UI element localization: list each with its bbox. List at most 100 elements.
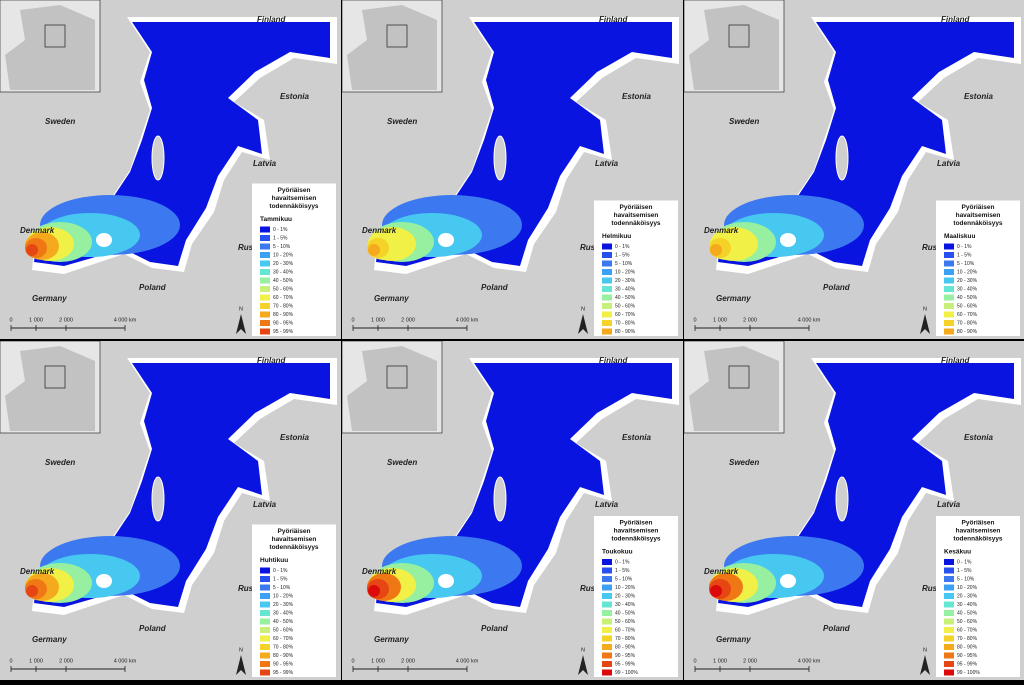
legend-title: Pyöriäisen [962, 520, 995, 527]
scale-label: 2 000 [401, 317, 415, 323]
legend-label: 40 - 50% [273, 278, 294, 284]
legend-swatch [260, 652, 270, 659]
map-panel: Finland Estonia Sweden Latvia Russia Denmark G… [0, 341, 341, 680]
legend-label: 70 - 80% [957, 320, 978, 326]
legend-label: 70 - 80% [273, 644, 294, 650]
legend-label: 60 - 70% [273, 636, 294, 642]
legend-label: 70 - 80% [957, 636, 978, 642]
legend-label: 40 - 50% [615, 295, 636, 301]
map-body: Finland Estonia Sweden Latvia Russia Denmark G… [0, 0, 341, 339]
hotspot [368, 244, 380, 256]
legend-swatch [602, 652, 612, 659]
legend-swatch [944, 260, 954, 267]
island [96, 574, 112, 588]
legend-swatch [260, 243, 270, 250]
north-label: N [239, 647, 243, 653]
legend-label: 95 - 99% [615, 661, 636, 667]
place-label: Finland [941, 356, 971, 365]
place-label: Germany [716, 294, 751, 303]
scale-label: 1 000 [371, 317, 385, 323]
legend-swatch [944, 652, 954, 659]
legend-label: 95 - 99% [957, 661, 978, 667]
inset-frame [728, 365, 750, 389]
legend-swatch [944, 610, 954, 616]
legend-swatch [944, 243, 954, 250]
place-label: Latvia [595, 159, 619, 168]
hotspot [710, 244, 722, 256]
hotspot [710, 585, 722, 597]
place-label: Sweden [729, 458, 759, 467]
north-label: N [581, 306, 585, 312]
legend-title: Pyöriäisen [278, 187, 311, 194]
legend-label: 40 - 50% [273, 619, 294, 625]
island [835, 135, 849, 181]
legend-label: 0 - 1% [273, 568, 288, 574]
place-label: Latvia [253, 159, 277, 168]
scale-label: 0 [693, 317, 696, 323]
legend-label: 80 - 90% [957, 329, 978, 335]
legend-swatch [944, 627, 954, 633]
legend-swatch [602, 311, 612, 318]
legend-label: 1 - 5% [615, 568, 630, 574]
legend-title: havaitsemisen [956, 212, 1001, 219]
place-label: Germany [374, 635, 409, 644]
legend-swatch [602, 243, 612, 250]
legend-swatch [944, 601, 954, 608]
legend-swatch [260, 584, 270, 591]
inset-land [5, 5, 95, 90]
legend-title: havaitsemisen [272, 195, 317, 202]
scale-label: 1 000 [371, 658, 385, 664]
legend-swatch [602, 635, 612, 642]
north-label: N [923, 306, 927, 312]
legend-swatch [602, 669, 612, 676]
place-label: Estonia [964, 92, 993, 101]
hotspot [26, 585, 38, 597]
legend-label: 50 - 60% [273, 286, 294, 292]
legend-swatch [260, 627, 270, 633]
legend-label: 1 - 5% [957, 252, 972, 258]
island [96, 233, 112, 247]
legend-swatch [602, 286, 612, 292]
place-label: Sweden [45, 117, 75, 126]
legend-title: Pyöriäisen [620, 520, 653, 527]
legend-swatch [260, 669, 270, 676]
north-arrow [236, 655, 246, 675]
scale-label: 2 000 [401, 658, 415, 664]
legend-label: 0 - 1% [273, 227, 288, 233]
place-label: Russia [580, 243, 607, 252]
inset-land [347, 5, 437, 90]
legend-swatch [944, 320, 954, 326]
island [151, 135, 165, 181]
legend-label: 10 - 20% [615, 269, 636, 275]
scale-label: 1 000 [713, 658, 727, 664]
legend-label: 10 - 20% [957, 585, 978, 591]
legend-label: 90 - 95% [615, 653, 636, 659]
inset-frame [728, 24, 750, 48]
legend-swatch [602, 277, 612, 284]
legend-swatch [944, 644, 954, 650]
legend-label: 80 - 90% [273, 653, 294, 659]
legend-title: Pyöriäisen [620, 204, 653, 211]
legend-label: 60 - 70% [615, 627, 636, 633]
legend-swatch [602, 627, 612, 633]
legend-label: 60 - 70% [957, 312, 978, 318]
legend-swatch [944, 661, 954, 667]
legend-label: 60 - 70% [273, 295, 294, 301]
place-label: Denmark [704, 226, 739, 235]
legend-label: 95 - 99% [273, 329, 294, 335]
legend-swatch [260, 294, 270, 301]
legend-swatch [260, 320, 270, 326]
place-label: Germany [32, 635, 67, 644]
legend-label: 90 - 95% [273, 320, 294, 326]
legend-label: 5 - 10% [957, 261, 975, 267]
place-label: Estonia [280, 433, 309, 442]
place-label: Poland [139, 624, 167, 633]
legend-month: Helmikuu [602, 233, 631, 240]
scale-label: 0 [351, 658, 354, 664]
legend-swatch [602, 252, 612, 258]
legend-swatch [260, 576, 270, 582]
inset-land [347, 346, 437, 431]
scale-label: 1 000 [29, 658, 43, 664]
island [780, 574, 796, 588]
